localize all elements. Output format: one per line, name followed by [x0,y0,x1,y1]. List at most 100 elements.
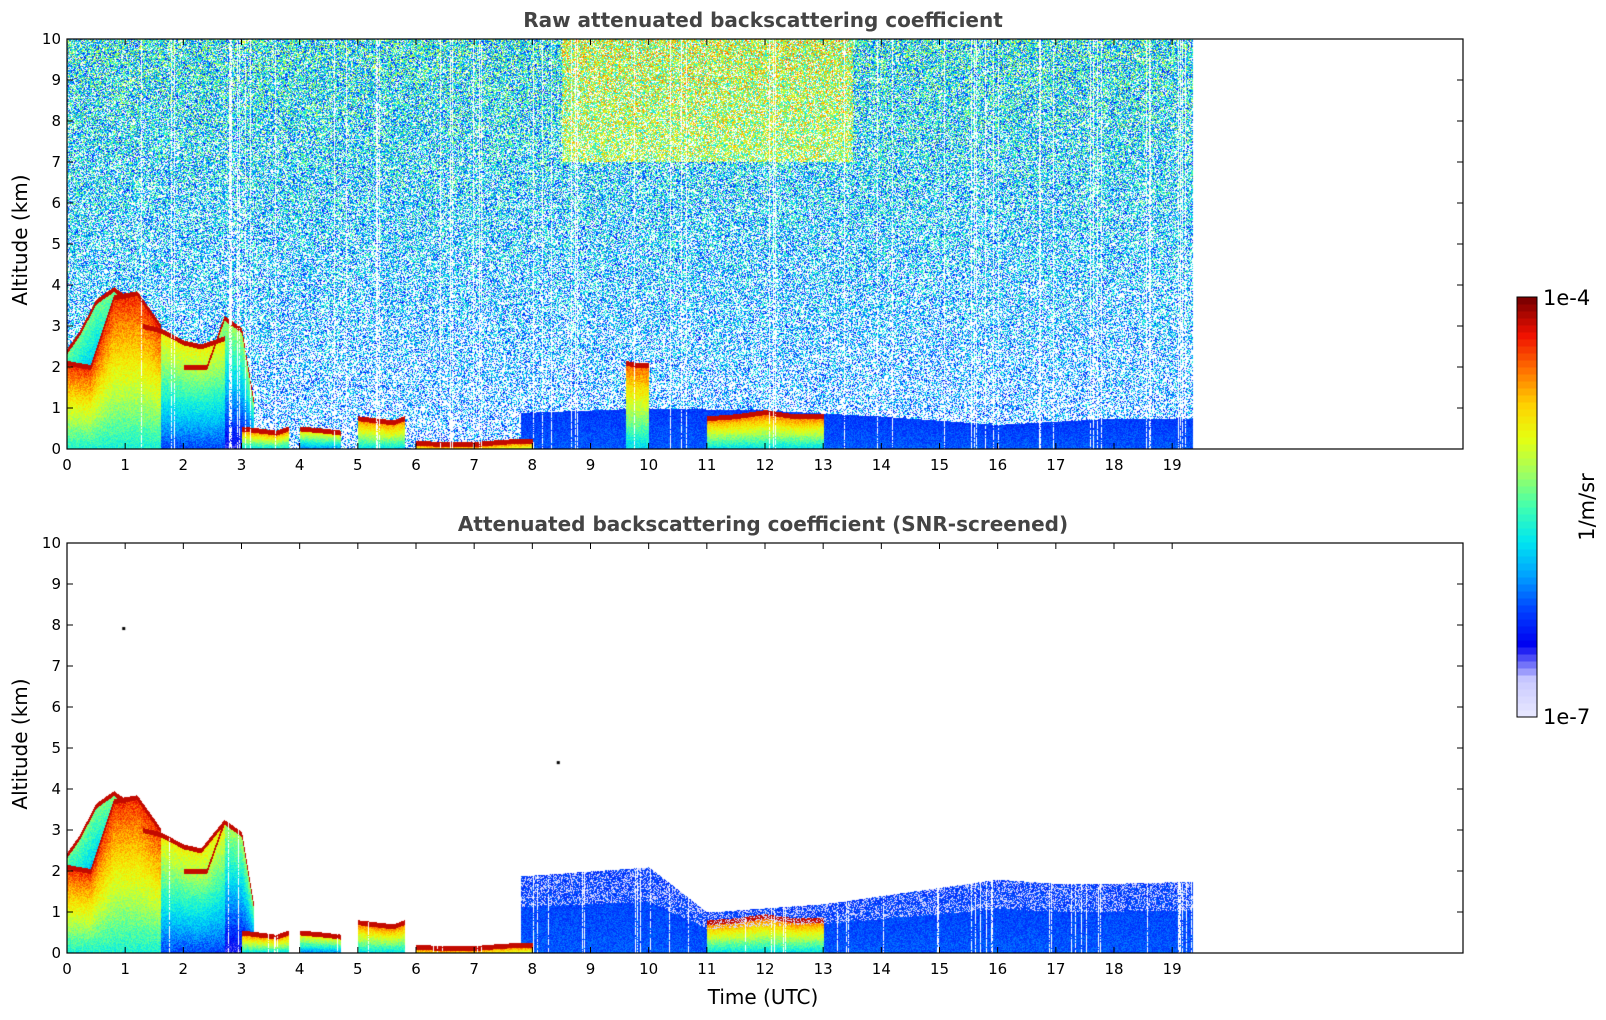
x-tick-label: 3 [237,456,247,474]
x-tick-label: 17 [1046,960,1065,978]
colorbar-segment [1517,339,1537,347]
colorbar-segment [1517,682,1537,690]
x-tick-label: 0 [62,960,72,978]
x-tick-label: 15 [930,456,949,474]
y-tick-label: 8 [51,616,61,634]
colorbar-segment [1517,675,1537,683]
colorbar-max-label: 1e-4 [1543,286,1590,310]
colorbar-segment [1517,605,1537,613]
colorbar-segment [1517,437,1537,445]
x-tick-label: 5 [353,456,363,474]
colorbar-segment [1517,374,1537,382]
colorbar-segment [1517,577,1537,585]
snr-panel-y-label: Altitude (km) [8,678,32,809]
y-tick-label: 4 [51,780,61,798]
x-tick-label: 11 [697,960,716,978]
y-tick-label: 6 [51,194,61,212]
colorbar-segment [1517,584,1537,592]
colorbar-segment [1517,318,1537,326]
colorbar-segment [1517,388,1537,396]
colorbar-segment [1517,465,1537,473]
colorbar-segment [1517,633,1537,641]
x-tick-label: 1 [120,960,130,978]
x-axis-label: Time (UTC) [707,985,819,1009]
y-tick-label: 9 [51,71,61,89]
colorbar-segment [1517,430,1537,438]
x-tick-label: 6 [411,456,421,474]
x-tick-label: 13 [814,960,833,978]
colorbar-segment [1517,703,1537,711]
colorbar-segment [1517,542,1537,550]
y-tick-label: 4 [51,276,61,294]
colorbar-segment [1517,304,1537,312]
x-tick-label: 16 [988,456,1007,474]
x-tick-label: 10 [639,456,658,474]
colorbar-segment [1517,570,1537,578]
x-tick-label: 13 [814,456,833,474]
colorbar-segment [1517,535,1537,543]
x-tick-label: 12 [755,456,774,474]
x-tick-label: 14 [872,960,891,978]
y-tick-label: 3 [51,317,61,335]
snr-panel-title: Attenuated backscattering coefficient (S… [458,512,1068,536]
y-tick-label: 2 [51,862,61,880]
colorbar-segment [1517,297,1537,305]
y-tick-label: 8 [51,112,61,130]
colorbar-segment [1517,479,1537,487]
colorbar-segment [1517,668,1537,676]
colorbar-segment [1517,332,1537,340]
colorbar-segment [1517,640,1537,648]
colorbar-segment [1517,591,1537,599]
colorbar-segment [1517,360,1537,368]
y-tick-label: 3 [51,821,61,839]
x-tick-label: 19 [1163,960,1182,978]
snr-screened-panel: Attenuated backscattering coefficient (S… [8,512,1464,1009]
colorbar-segment [1517,689,1537,697]
x-tick-label: 4 [295,456,305,474]
x-tick-label: 8 [528,960,538,978]
colorbar-segment [1517,654,1537,662]
x-tick-label: 7 [469,456,479,474]
snr-panel-ticks: 0 1 2 3 4 5 6 7 8 9 10 11 12 13 14 15 16 17 18 190123456789… [42,534,1463,978]
x-tick-label: 4 [295,960,305,978]
x-tick-label: 5 [353,960,363,978]
colorbar-segment [1517,647,1537,655]
colorbar-segment [1517,626,1537,634]
colorbar-segment [1517,612,1537,620]
x-tick-label: 10 [639,960,658,978]
colorbar-segment [1517,346,1537,354]
colorbar-segment [1517,458,1537,466]
x-tick-label: 0 [62,456,72,474]
x-tick-label: 8 [528,456,538,474]
y-tick-label: 10 [42,534,61,552]
colorbar-segment [1517,493,1537,501]
colorbar-segment [1517,598,1537,606]
snr-heatmap [67,543,1463,953]
raw-backscatter-panel: Raw attenuated backscattering coefficien… [8,8,1464,474]
colorbar-segment [1517,507,1537,515]
raw-panel-y-label: Altitude (km) [8,174,32,305]
colorbar-segment [1517,521,1537,529]
x-tick-label: 3 [237,960,247,978]
x-tick-label: 12 [755,960,774,978]
y-tick-label: 1 [51,399,61,417]
colorbar-segment [1517,661,1537,669]
colorbar-segment [1517,353,1537,361]
colorbar-segments [1517,297,1537,718]
raw-panel-ticks: 0 1 2 3 4 5 6 7 8 9 10 11 12 13 14 15 16 17 18 190123456789… [42,30,1463,474]
x-tick-label: 18 [1104,960,1123,978]
colorbar-segment [1517,486,1537,494]
colorbar-segment [1517,619,1537,627]
colorbar-segment [1517,402,1537,410]
x-tick-label: 14 [872,456,891,474]
colorbar-segment [1517,423,1537,431]
y-tick-label: 0 [51,440,61,458]
raw-panel-frame [66,38,1464,450]
y-tick-label: 2 [51,358,61,376]
x-tick-label: 2 [179,456,189,474]
x-tick-label: 6 [411,960,421,978]
colorbar-segment [1517,549,1537,557]
y-tick-label: 5 [51,235,61,253]
colorbar-segment [1517,395,1537,403]
colorbar-segment [1517,514,1537,522]
